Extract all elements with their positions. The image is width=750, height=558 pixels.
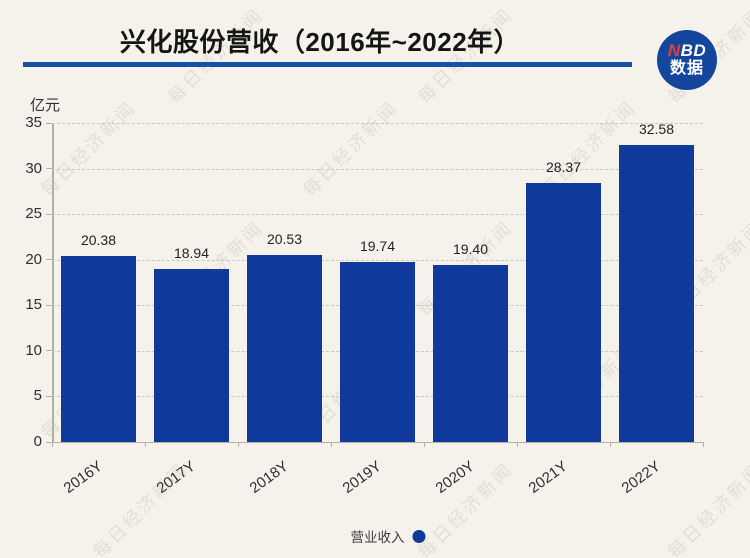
watermark-text: 每日经济新闻 [664, 459, 750, 558]
x-axis-tick [51, 442, 53, 447]
bar-2021Y[interactable] [526, 183, 601, 442]
gridline-20 [52, 259, 703, 261]
bar-value-label-2017Y: 18.94 [173, 245, 210, 262]
x-axis-tick [423, 442, 425, 447]
y-axis-tick [46, 395, 52, 397]
nbd-logo-letters-bd: BD [680, 41, 707, 60]
title-underline [23, 62, 632, 67]
y-axis-tick-label: 10 [25, 341, 42, 359]
x-axis-tick [144, 442, 146, 447]
x-axis-label-2019Y: 2019Y [339, 457, 385, 497]
bar-2019Y[interactable] [340, 262, 415, 442]
y-axis-tick [46, 259, 52, 261]
y-axis-tick-label: 35 [25, 114, 42, 131]
legend-marker-dot [412, 529, 426, 543]
bar-value-label-2019Y: 19.74 [359, 238, 396, 255]
x-axis-label-2017Y: 2017Y [153, 457, 199, 497]
nbd-logo: NBD 数据 [657, 30, 717, 90]
y-axis-tick [46, 213, 52, 215]
x-axis-label-2020Y: 2020Y [432, 457, 478, 497]
x-axis-label-2018Y: 2018Y [246, 457, 292, 497]
x-axis-tick [330, 442, 332, 447]
bar-value-label-2021Y: 28.37 [545, 159, 582, 176]
nbd-logo-letter-n: N [667, 41, 681, 60]
y-axis-tick [46, 122, 52, 124]
bar-2017Y[interactable] [154, 269, 229, 442]
y-axis-tick-label: 15 [25, 296, 42, 314]
x-axis-tick [609, 442, 611, 447]
legend-label: 营业收入 [350, 530, 405, 545]
gridline-25 [52, 214, 703, 216]
bar-2016Y[interactable] [61, 256, 136, 442]
x-axis-label-2022Y: 2022Y [618, 457, 664, 497]
bar-2022Y[interactable] [619, 145, 694, 442]
bar-2018Y[interactable] [247, 254, 322, 442]
y-axis-tick-label: 30 [25, 159, 42, 177]
nbd-logo-caption: 数据 [669, 60, 704, 77]
x-axis-tick [237, 442, 239, 447]
x-axis-tick [702, 442, 704, 447]
bar-value-label-2022Y: 32.58 [638, 121, 675, 138]
x-axis-tick [516, 442, 518, 447]
gridline-35 [52, 123, 703, 124]
y-axis-line [52, 123, 54, 442]
y-axis-unit-label: 亿元 [30, 97, 61, 114]
bar-value-label-2016Y: 20.38 [80, 232, 117, 249]
gridline-30 [52, 168, 703, 170]
x-axis-label-2016Y: 2016Y [60, 457, 106, 497]
x-axis-label-2021Y: 2021Y [525, 457, 571, 497]
bar-2020Y[interactable] [433, 265, 508, 442]
y-axis-tick-label: 0 [33, 433, 42, 450]
y-axis-tick [46, 350, 52, 352]
y-axis-tick-label: 5 [33, 387, 42, 405]
legend[interactable]: 营业收入 [351, 526, 426, 546]
y-axis-tick [46, 441, 52, 443]
plot-area: 0 5 10 15 20 25 30 35 20.38 2016Y 18.94 2017Y 20.53 2… [25, 114, 704, 497]
y-axis-tick-label: 25 [25, 205, 42, 223]
x-axis-line [52, 442, 703, 443]
y-axis-tick [46, 304, 52, 306]
y-axis-tick-label: 20 [25, 250, 42, 268]
y-axis-tick [46, 168, 52, 170]
bar-value-label-2018Y: 20.53 [266, 230, 303, 247]
bar-value-label-2020Y: 19.40 [452, 241, 489, 258]
nbd-logo-text: NBD [668, 42, 706, 60]
chart-title: 兴化股份营收（2016年~2022年） [119, 27, 521, 57]
